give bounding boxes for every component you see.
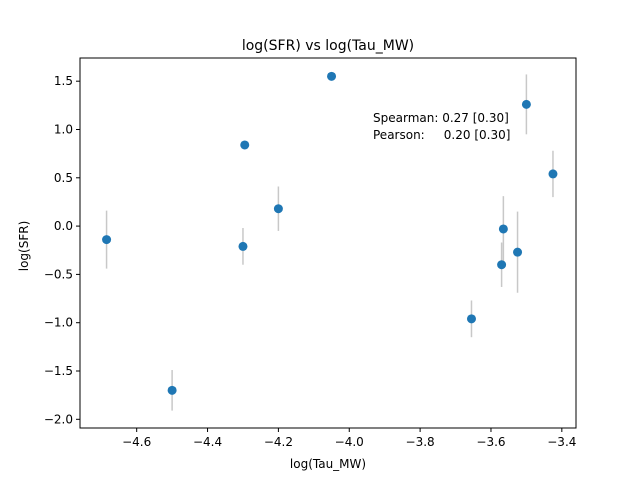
pearson-annotation: Pearson: 0.20 [0.30] xyxy=(373,128,510,142)
data-point xyxy=(513,247,523,257)
x-tick-label: −4.6 xyxy=(122,435,151,449)
data-point xyxy=(238,241,248,251)
x-tick-label: −3.4 xyxy=(547,435,576,449)
x-tick-label: −3.6 xyxy=(476,435,505,449)
x-tick-label: −4.2 xyxy=(264,435,293,449)
point-layer xyxy=(102,71,558,395)
x-tick-label: −4.4 xyxy=(193,435,222,449)
data-point xyxy=(498,224,508,234)
data-point xyxy=(273,204,283,214)
y-tick-label: 1.0 xyxy=(54,122,73,136)
y-tick-label: −1.0 xyxy=(44,316,73,330)
y-tick-label: 0.5 xyxy=(54,171,73,185)
chart-title: log(SFR) vs log(Tau_MW) xyxy=(242,38,414,54)
y-tick-label: −0.5 xyxy=(44,267,73,281)
x-axis-label: log(Tau_MW) xyxy=(290,457,366,471)
data-point xyxy=(102,235,112,245)
y-tick-label: 0.0 xyxy=(54,219,73,233)
y-tick-label: 1.5 xyxy=(54,74,73,88)
plot-frame xyxy=(79,57,577,429)
x-axis-ticks: −4.6 −4.4 −4.2 −4.0 −3.8 −3.6 −3.4 xyxy=(122,428,576,449)
y-axis-label: log(SFR) xyxy=(17,221,31,272)
data-point xyxy=(548,169,558,179)
data-point xyxy=(521,99,531,109)
y-axis-ticks: −2.0 −1.5 −1.0 −0.5 0.0 0.5 1.0 1.5 xyxy=(44,74,80,426)
spearman-annotation: Spearman: 0.27 [0.30] xyxy=(373,111,509,125)
y-tick-label: −2.0 xyxy=(44,412,73,426)
data-point xyxy=(327,71,337,81)
data-point xyxy=(466,314,476,324)
data-point xyxy=(167,385,177,395)
x-tick-label: −4.0 xyxy=(335,435,364,449)
data-point xyxy=(497,260,507,270)
data-point xyxy=(240,140,250,150)
y-tick-label: −1.5 xyxy=(44,364,73,378)
x-tick-label: −3.8 xyxy=(406,435,435,449)
